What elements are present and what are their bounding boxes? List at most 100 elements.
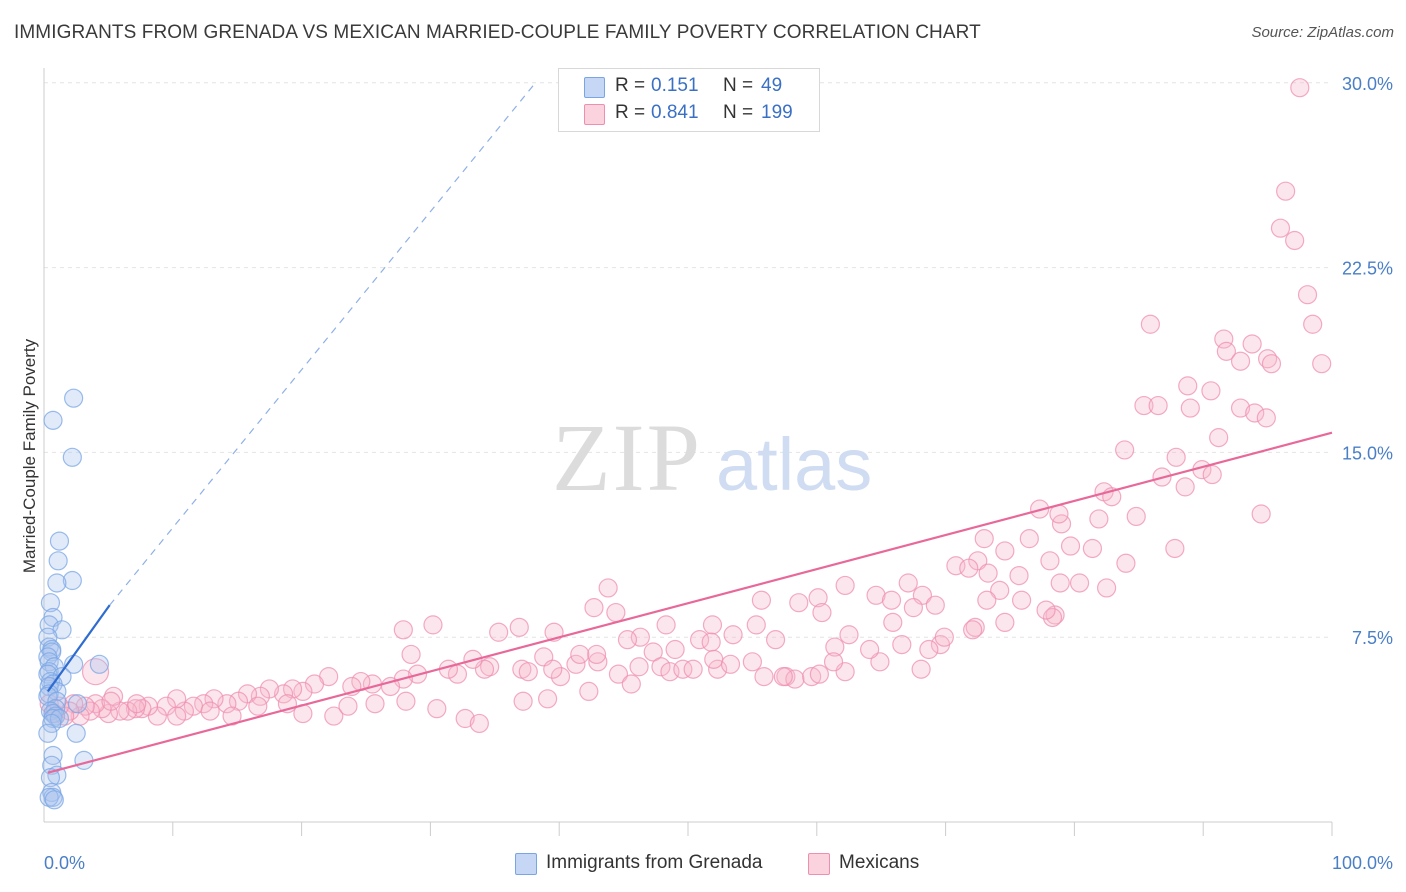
data-point	[702, 615, 723, 635]
data-point	[720, 654, 741, 674]
data-point	[1201, 381, 1221, 401]
data-point	[708, 659, 728, 679]
data-point	[38, 723, 58, 743]
data-point	[977, 590, 997, 610]
data-point	[812, 602, 832, 623]
data-point	[204, 689, 224, 709]
data-point	[1036, 600, 1056, 620]
data-point	[1285, 230, 1305, 251]
data-point	[1230, 351, 1251, 371]
n-value: 199	[761, 102, 793, 123]
data-point	[808, 588, 828, 608]
data-point	[75, 696, 95, 716]
data-point	[43, 745, 63, 766]
stats-legend: R = 0.151 N = 49 R = 0.841 N = 199	[558, 68, 820, 132]
data-point	[704, 649, 724, 669]
data-point	[934, 627, 954, 647]
data-point	[835, 575, 855, 596]
data-point	[978, 563, 998, 583]
data-point	[911, 659, 931, 679]
data-point	[396, 691, 416, 711]
data-point	[995, 612, 1015, 633]
data-point	[995, 541, 1015, 561]
mexicans-swatch	[584, 104, 605, 125]
data-point	[789, 593, 809, 613]
data-point	[44, 790, 64, 810]
data-point	[809, 664, 829, 684]
data-point	[673, 659, 693, 679]
data-point	[566, 654, 586, 674]
data-point	[621, 674, 641, 694]
data-point	[338, 696, 358, 716]
data-point	[959, 558, 979, 578]
data-point	[883, 612, 903, 633]
n-value: 49	[761, 75, 783, 96]
data-point	[643, 642, 663, 662]
data-point	[1165, 538, 1185, 559]
data-point	[42, 713, 62, 734]
data-point	[89, 654, 109, 674]
data-point	[665, 639, 685, 660]
gridlines	[44, 82, 1332, 638]
y-tick-label: 7.5%	[1352, 628, 1393, 648]
data-point	[1230, 398, 1251, 418]
data-point	[617, 630, 638, 650]
data-point	[723, 625, 743, 645]
data-point	[67, 694, 88, 714]
data-point	[39, 787, 59, 807]
data-point	[839, 625, 859, 645]
data-point	[579, 681, 599, 702]
data-point	[990, 580, 1010, 600]
data-point	[1175, 477, 1195, 497]
grenada-legend-swatch	[515, 853, 537, 875]
data-point	[974, 529, 994, 549]
data-point	[898, 573, 918, 593]
data-point	[393, 620, 413, 640]
data-point	[43, 703, 63, 724]
data-point	[1148, 395, 1168, 416]
data-point	[1019, 529, 1039, 549]
r-value: 0.151	[651, 75, 699, 96]
data-point	[513, 691, 533, 711]
data-point	[1089, 509, 1109, 529]
data-point	[1126, 506, 1146, 527]
data-point	[746, 615, 766, 635]
data-point	[1290, 78, 1310, 98]
data-point	[550, 667, 571, 687]
data-point	[40, 768, 61, 788]
data-point	[423, 615, 443, 635]
source-label: Source: ZipAtlas.com	[1251, 24, 1394, 41]
data-point	[1202, 464, 1222, 485]
grenada-points	[38, 388, 109, 810]
data-point	[455, 708, 475, 729]
data-point	[62, 447, 82, 467]
data-point	[606, 602, 626, 623]
r-label: R =	[615, 75, 646, 96]
data-point	[273, 684, 294, 704]
data-point	[919, 639, 939, 660]
data-point	[1096, 578, 1117, 598]
data-point	[480, 657, 500, 677]
data-point	[742, 652, 763, 672]
data-point	[1069, 573, 1090, 593]
data-point	[509, 617, 529, 637]
data-point	[1270, 218, 1291, 238]
data-point	[754, 667, 774, 687]
data-point	[304, 674, 325, 694]
data-point	[427, 699, 447, 719]
data-point	[39, 637, 59, 657]
data-point	[200, 701, 220, 721]
legend-label: Immigrants from Grenada	[546, 852, 763, 873]
data-point	[1166, 447, 1186, 467]
mexicans-points	[39, 78, 1332, 734]
data-point	[47, 573, 67, 593]
data-point	[892, 634, 912, 655]
data-point	[689, 630, 710, 650]
data-point	[588, 652, 608, 672]
data-point	[802, 667, 822, 687]
data-point	[469, 713, 489, 734]
data-point	[38, 627, 58, 647]
y-tick-labels: 7.5% 15.0% 22.5% 30.0%	[1342, 74, 1393, 648]
data-point	[1140, 314, 1160, 334]
